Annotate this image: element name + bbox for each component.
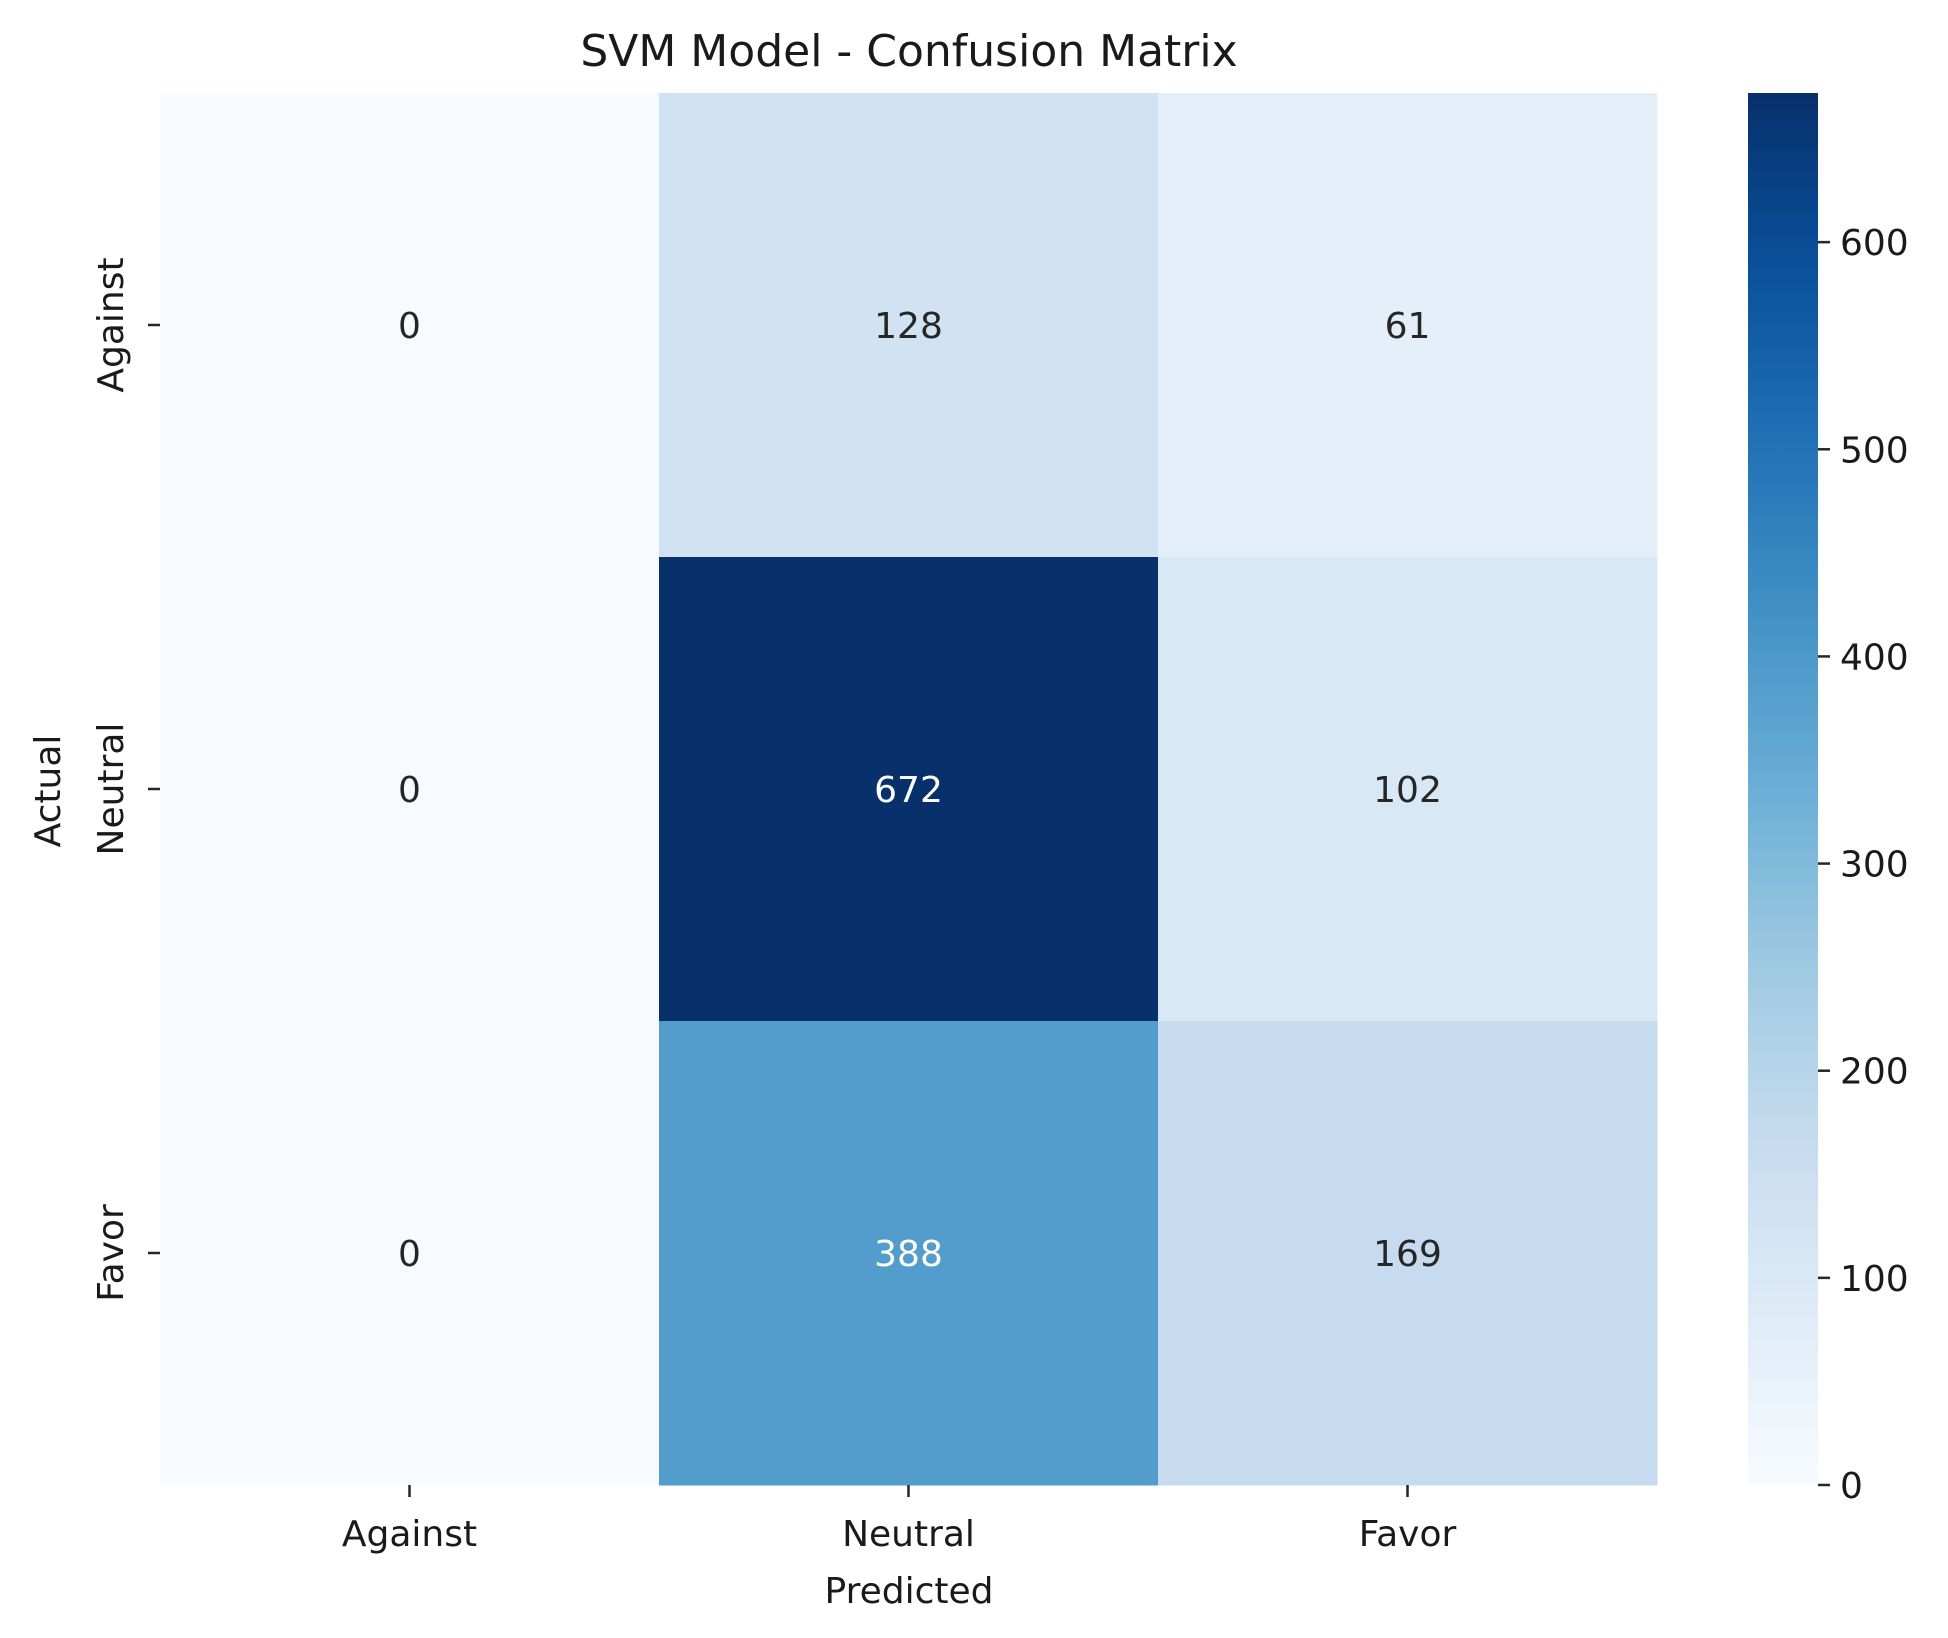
heatmap-cell [160,93,660,558]
heatmap-cell [659,93,1159,558]
heatmap-cell [1158,93,1658,558]
cell-value-label: 0 [398,306,421,347]
y-axis: Against Neutral Favor [91,257,160,1302]
cell-value-label: 672 [874,770,943,811]
cell-value-label: 169 [1373,1234,1442,1275]
colorbar: 0 100 200 300 400 500 600 [1748,93,1909,1507]
heatmap-cell [1158,557,1658,1022]
cell-value-label: 61 [1385,306,1431,347]
heatmap-cell [659,1021,1159,1486]
heatmap-cell [160,1021,660,1486]
x-axis: Against Neutral Favor [342,1485,1457,1555]
colorbar-tick-label: 600 [1840,223,1909,264]
x-axis-label: Predicted [825,1571,994,1612]
heatmap-cell-labels: 0 128 61 0 672 102 0 388 169 [398,306,1442,1275]
heatmap-cell [160,557,660,1022]
cell-value-label: 0 [398,770,421,811]
x-tick-label: Favor [1359,1514,1457,1555]
colorbar-tick-label: 400 [1840,637,1909,678]
cell-value-label: 0 [398,1234,421,1275]
heatmap-cells [160,93,1658,1486]
colorbar-tick-label: 0 [1840,1466,1863,1507]
heatmap-cell [1158,1021,1658,1486]
y-axis-label: Actual [28,735,69,848]
cell-value-label: 388 [874,1234,943,1275]
cell-value-label: 102 [1373,770,1442,811]
colorbar-tick-label: 500 [1840,430,1909,471]
colorbar-gradient [1748,93,1818,1485]
chart-title: SVM Model - Confusion Matrix [580,26,1237,77]
cell-value-label: 128 [874,306,943,347]
heatmap-cell [659,557,1159,1022]
y-tick-label: Against [91,257,132,392]
colorbar-tick-label: 100 [1840,1259,1909,1300]
y-tick-label: Neutral [91,723,132,856]
x-tick-label: Against [342,1514,477,1555]
colorbar-tick-label: 300 [1840,845,1909,886]
colorbar-tick-label: 200 [1840,1052,1909,1093]
y-tick-label: Favor [91,1204,132,1302]
x-tick-label: Neutral [842,1514,975,1555]
